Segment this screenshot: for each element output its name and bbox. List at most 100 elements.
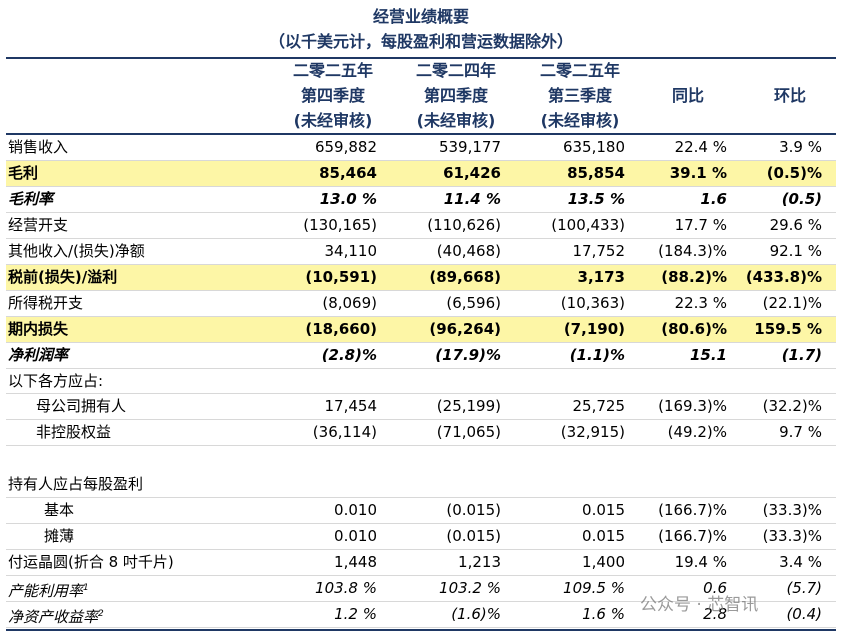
cell: (0.4) bbox=[786, 605, 822, 624]
cell: 1,448 bbox=[334, 553, 377, 572]
footnote-mark: 2 bbox=[98, 609, 104, 620]
cell: 17,752 bbox=[572, 241, 626, 260]
cell: (0.015) bbox=[446, 501, 501, 520]
cell: 85,854 bbox=[567, 163, 625, 182]
column-header: 第四季度 bbox=[300, 86, 365, 105]
cell: (0.5) bbox=[781, 189, 822, 208]
cell: (88.2)% bbox=[661, 267, 727, 286]
cell: 0.6 bbox=[703, 579, 727, 598]
cell: 19.4 % bbox=[674, 553, 727, 572]
cell: (80.6)% bbox=[661, 319, 727, 338]
table-row: 净利润率 (2.8)% (17.9)% (1.1)% 15.1 (1.7) bbox=[6, 343, 836, 369]
table-row: 摊薄 0.010 (0.015) 0.015 (166.7)% (33.3)% bbox=[6, 524, 836, 551]
cell: (0.5)% bbox=[766, 163, 822, 182]
table-row: 付运晶圆(折合 8 吋千片) 1,448 1,213 1,400 19.4 % 3.4 % bbox=[6, 550, 836, 577]
row-label: 持有人应占每股盈利 bbox=[8, 475, 144, 494]
cell: 92.1 % bbox=[769, 241, 822, 260]
table-row: 毛利率 13.0 % 11.4 % 13.5 % 1.6 (0.5) bbox=[6, 187, 836, 213]
row-label: 净利润率 bbox=[8, 345, 69, 364]
row-label: 所得税开支 bbox=[8, 293, 84, 312]
cell: 0.015 bbox=[582, 501, 625, 520]
cell: (33.3)% bbox=[762, 501, 822, 520]
cell: 9.7 % bbox=[779, 423, 822, 442]
cell: 635,180 bbox=[562, 138, 625, 156]
table-row: 持有人应占每股盈利 bbox=[6, 472, 836, 499]
cell: (25,199) bbox=[436, 397, 501, 416]
column-header: 第三季度 bbox=[547, 86, 612, 105]
cell: 39.1 % bbox=[669, 163, 727, 182]
cell: 1,400 bbox=[582, 553, 625, 572]
cell: 85,464 bbox=[319, 163, 377, 182]
table-row: 其他收入/(损失)净额 34,110 (40,468) 17,752 (184.3)% 9… bbox=[6, 239, 836, 265]
watermark: 公众号 · 芯智讯 bbox=[640, 595, 759, 615]
cell: 1.2 % bbox=[334, 605, 377, 624]
table-row: 期内损失 (18,660) (96,264) (7,190) (80.6)% 159.5 … bbox=[6, 316, 836, 343]
cell: 0.015 bbox=[582, 527, 625, 546]
cell: (96,264) bbox=[429, 319, 501, 338]
row-label: 期内损失 bbox=[8, 319, 69, 338]
cell: (10,363) bbox=[560, 293, 625, 312]
row-label: 摊薄 bbox=[44, 527, 75, 546]
cell: 13.5 % bbox=[567, 189, 625, 208]
row-label: 付运晶圆(折合 8 吋千片) bbox=[8, 553, 174, 572]
cell: (5.7) bbox=[786, 579, 822, 598]
row-label: 以下各方应占: bbox=[8, 371, 104, 390]
column-header: 环比 bbox=[773, 86, 806, 105]
cell: (1.6)% bbox=[451, 605, 501, 624]
table-row: 税前(损失)/溢利 (10,591) (89,668) 3,173 (88.2)% (43… bbox=[6, 264, 836, 291]
cell: 25,725 bbox=[572, 397, 626, 416]
row-label: 净资产收益率2 bbox=[8, 608, 104, 627]
rule-bottom bbox=[6, 629, 836, 631]
cell: (32.2)% bbox=[762, 397, 822, 416]
row-label: 产能利用率1 bbox=[8, 582, 89, 601]
cell: (89,668) bbox=[429, 267, 501, 286]
cell: 11.4 % bbox=[443, 189, 501, 208]
table-row: 基本 0.010 (0.015) 0.015 (166.7)% (33.3)% bbox=[6, 498, 836, 525]
table-row: 所得税开支 (8,069) (6,596) (10,363) 22.3 % (22.1)% bbox=[6, 291, 836, 317]
cell: 1.6 % bbox=[582, 605, 625, 624]
cell: 659,882 bbox=[314, 138, 377, 156]
cell: 1,213 bbox=[458, 553, 501, 572]
cell: (0.015) bbox=[446, 527, 501, 546]
cell: 61,426 bbox=[443, 163, 501, 182]
cell: (36,114) bbox=[312, 423, 377, 442]
row-label: 销售收入 bbox=[8, 138, 69, 156]
cell: (6,596) bbox=[446, 293, 501, 312]
column-header: (未经审核) bbox=[293, 111, 373, 130]
cell: 103.8 % bbox=[315, 579, 377, 598]
rule-header bbox=[6, 133, 836, 135]
cell: (8,069) bbox=[322, 293, 377, 312]
table-row: 非控股权益 (36,114) (71,065) (32,915) (49.2)% 9.7 … bbox=[6, 420, 836, 447]
row-label: 税前(损失)/溢利 bbox=[8, 267, 118, 286]
cell: 29.6 % bbox=[769, 215, 822, 234]
cell: (33.3)% bbox=[762, 527, 822, 546]
cell: 3,173 bbox=[577, 267, 625, 286]
cell: 3.9 % bbox=[779, 138, 822, 156]
footnote-mark: 1 bbox=[83, 583, 89, 594]
cell: 15.1 bbox=[689, 345, 727, 364]
cell: 22.4 % bbox=[674, 138, 727, 156]
column-header: 第四季度 bbox=[423, 86, 488, 105]
row-label: 毛利 bbox=[8, 163, 39, 182]
column-header: 同比 bbox=[671, 86, 704, 105]
cell: 103.2 % bbox=[439, 579, 501, 598]
cell: (130,165) bbox=[303, 215, 377, 234]
cell: (100,433) bbox=[551, 215, 625, 234]
table-row: 净资产收益率2 1.2 % (1.6)% 1.6 % 2.8 (0.4) bbox=[6, 602, 836, 628]
cell: 109.5 % bbox=[563, 579, 625, 598]
subtitle: （以千美元计，每股盈利和营运数据除外） bbox=[268, 32, 573, 51]
cell: 2.8 bbox=[703, 605, 727, 624]
column-header: 二零二五年 bbox=[539, 61, 620, 80]
row-label: 基本 bbox=[44, 501, 75, 520]
cell: 159.5 % bbox=[754, 319, 822, 338]
cell: 3.4 % bbox=[779, 553, 822, 572]
cell: 0.010 bbox=[334, 501, 377, 520]
table-row: 经营开支 (130,165) (110,626) (100,433) 17.7 % 29.… bbox=[6, 213, 836, 239]
cell: (22.1)% bbox=[762, 293, 822, 312]
cell: (7,190) bbox=[563, 319, 625, 338]
cell: (2.8)% bbox=[321, 345, 377, 364]
table-row: 产能利用率1 103.8 % 103.2 % 109.5 % 0.6 (5.7) bbox=[6, 576, 836, 603]
cell: 17,454 bbox=[324, 397, 378, 416]
cell: 22.3 % bbox=[674, 293, 727, 312]
